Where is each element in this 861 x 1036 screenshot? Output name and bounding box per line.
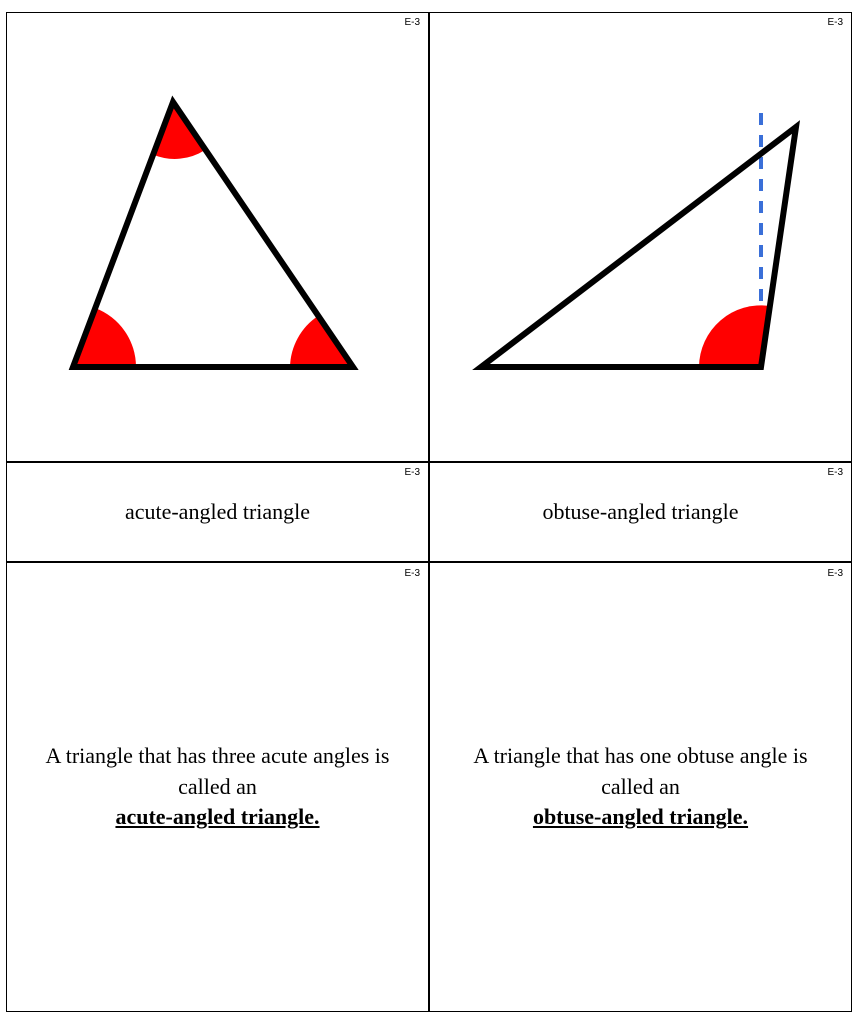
obtuse-diagram: [430, 13, 851, 461]
acute-diagram: [7, 13, 428, 461]
obtuse-label-cell: E-3 obtuse-angled triangle: [429, 462, 852, 562]
acute-def-term: acute-angled triangle.: [115, 804, 319, 829]
obtuse-def-prefix: A triangle that has one obtuse angle is …: [473, 743, 807, 799]
acute-def-cell: E-3 A triangle that has three acute angl…: [6, 562, 429, 1012]
obtuse-definition: A triangle that has one obtuse angle is …: [460, 741, 821, 833]
acute-label: acute-angled triangle: [125, 499, 310, 525]
obtuse-def-cell: E-3 A triangle that has one obtuse angle…: [429, 562, 852, 1012]
obtuse-def-term: obtuse-angled triangle.: [533, 804, 748, 829]
acute-def-prefix: A triangle that has three acute angles i…: [46, 743, 390, 799]
card-code: E-3: [827, 467, 843, 478]
acute-triangle-svg: [28, 27, 408, 447]
card-grid: E-3 E-3 E-3 acute-angled triangle E-3 ob…: [6, 12, 852, 1012]
card-code: E-3: [827, 17, 843, 28]
card-code: E-3: [404, 467, 420, 478]
card-code: E-3: [827, 567, 843, 581]
card-code: E-3: [404, 567, 420, 581]
acute-definition: A triangle that has three acute angles i…: [37, 741, 398, 833]
card-code: E-3: [404, 17, 420, 28]
acute-diagram-cell: E-3: [6, 12, 429, 462]
obtuse-diagram-cell: E-3: [429, 12, 852, 462]
acute-label-cell: E-3 acute-angled triangle: [6, 462, 429, 562]
obtuse-triangle-svg: [441, 27, 841, 447]
obtuse-label: obtuse-angled triangle: [542, 499, 738, 525]
